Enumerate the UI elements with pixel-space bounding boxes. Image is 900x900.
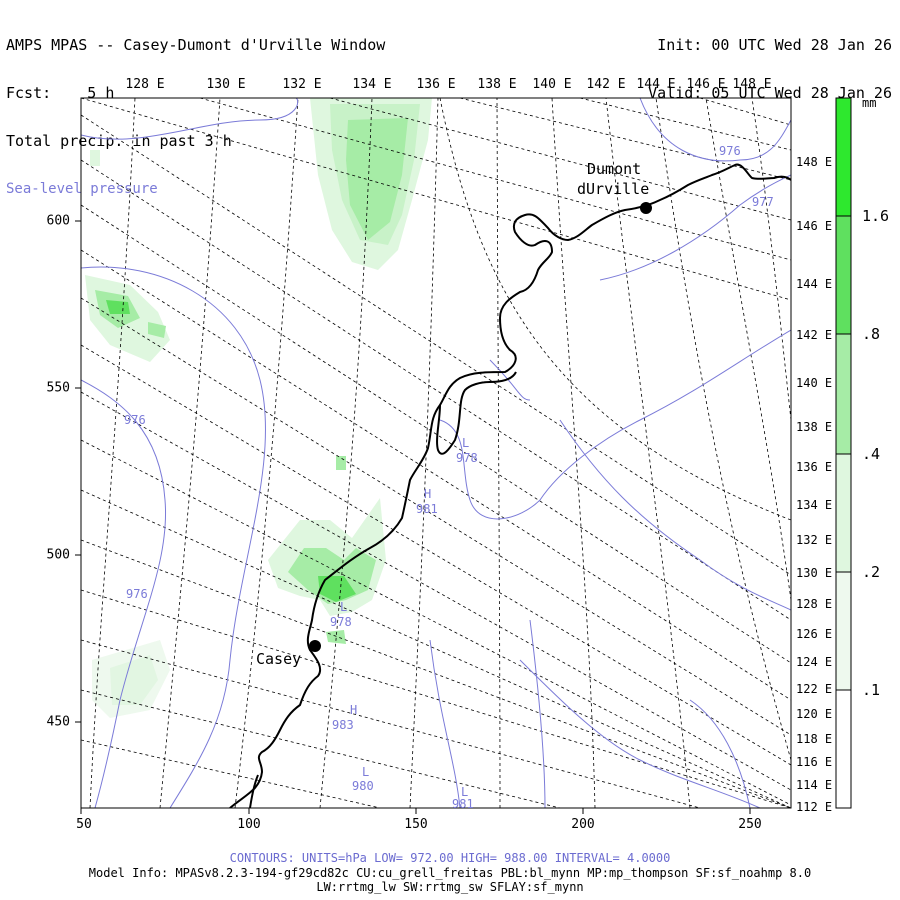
right-lon-label: 116 E bbox=[796, 755, 833, 769]
right-lon-label: 146 E bbox=[796, 219, 833, 233]
x-tick-label: 250 bbox=[738, 817, 762, 832]
init-time: Init: 00 UTC Wed 28 Jan 26 bbox=[657, 36, 892, 54]
x-tick-label: 50 bbox=[76, 817, 92, 832]
right-lon-label: 122 E bbox=[796, 682, 833, 696]
top-lon-label: 130 E bbox=[206, 77, 246, 92]
station-dot-casey bbox=[309, 640, 321, 652]
colorbar: mm bbox=[835, 96, 876, 809]
pressure-center-high: H bbox=[350, 703, 357, 717]
isobar-label: 976 bbox=[719, 144, 741, 158]
pressure-center-value: 981 bbox=[416, 502, 438, 516]
colorbar-label: .2 bbox=[862, 563, 881, 581]
top-lon-label: 128 E bbox=[125, 77, 165, 92]
contours-info: CONTOURS: UNITS=hPa LOW= 972.00 HIGH= 98… bbox=[229, 851, 671, 865]
top-lon-label: 148 E bbox=[732, 77, 772, 92]
header-left: AMPS MPAS -- Casey-Dumont d'Urville Wind… bbox=[6, 5, 385, 213]
right-lon-label: 112 E bbox=[796, 800, 833, 814]
station-dot-dumont-durville bbox=[640, 202, 652, 214]
x-tick-label: 200 bbox=[571, 817, 595, 832]
pressure-center-low: L bbox=[340, 600, 347, 614]
colorbar-label: 1.6 bbox=[862, 207, 890, 225]
right-lon-label: 128 E bbox=[796, 597, 833, 611]
right-lon-label: 148 E bbox=[796, 155, 833, 169]
right-lon-label: 114 E bbox=[796, 778, 833, 792]
forecast-hour: Fcst: 5 h bbox=[6, 85, 385, 101]
x-tick-label: 100 bbox=[237, 817, 261, 832]
map-title: AMPS MPAS -- Casey-Dumont d'Urville Wind… bbox=[6, 36, 386, 54]
pressure-center-low: L bbox=[362, 765, 369, 779]
right-lon-label: 130 E bbox=[796, 566, 833, 580]
right-lon-label: 124 E bbox=[796, 655, 833, 669]
fcst-label: Fcst: bbox=[6, 84, 52, 102]
model-info: Model Info: MPASv8.2.3-194-gf29cd82c CU:… bbox=[88, 866, 812, 880]
right-lon-label: 126 E bbox=[796, 627, 833, 641]
top-lon-label: 140 E bbox=[532, 77, 572, 92]
y-tick-label: 450 bbox=[46, 714, 70, 730]
right-lon-label: 144 E bbox=[796, 277, 833, 291]
colorbar-label: .1 bbox=[862, 681, 881, 699]
y-tick-label: 500 bbox=[46, 547, 70, 563]
pressure-center-value: 983 bbox=[332, 718, 354, 732]
precip-shading bbox=[85, 98, 432, 718]
right-lon-label: 120 E bbox=[796, 707, 833, 721]
pressure-labels: 976 977 976 976 978 981 978 983 980 981 … bbox=[124, 144, 774, 811]
y-tick-label: 600 bbox=[46, 213, 70, 229]
top-lon-label: 136 E bbox=[416, 77, 456, 92]
colorbar-units: mm bbox=[862, 96, 876, 110]
colorbar-label: .8 bbox=[862, 325, 881, 343]
x-tick-label: 150 bbox=[404, 817, 428, 832]
right-lon-label: 142 E bbox=[796, 328, 833, 342]
right-lon-label: 138 E bbox=[796, 420, 833, 434]
field-sea-level-pressure: Sea-level pressure bbox=[6, 181, 158, 197]
pressure-center-value: 978 bbox=[330, 615, 352, 629]
isobar-label: 976 bbox=[126, 587, 148, 601]
isobar-label: 977 bbox=[752, 195, 774, 209]
model-info-physics: LW:rrtmg_lw SW:rrtmg_sw SFLAY:sf_mynn bbox=[316, 880, 584, 894]
top-lon-label: 142 E bbox=[586, 77, 626, 92]
pressure-center-low: L bbox=[462, 436, 469, 450]
top-lon-label: 132 E bbox=[282, 77, 322, 92]
station-name-dumont: Dumont bbox=[587, 160, 641, 178]
axis-ticks bbox=[75, 220, 751, 814]
right-lon-label: 134 E bbox=[796, 498, 833, 512]
isobar-label: 976 bbox=[124, 413, 146, 427]
pressure-center-value: 981 bbox=[452, 797, 474, 811]
station-name-casey: Casey bbox=[256, 650, 301, 668]
pressure-center-value: 978 bbox=[456, 451, 478, 465]
top-lon-label: 146 E bbox=[686, 77, 726, 92]
valid-time: Valid: 05 UTC Wed 28 Jan 26 bbox=[648, 84, 892, 102]
top-lon-label: 144 E bbox=[636, 77, 676, 92]
station-name-durville: dUrville bbox=[577, 180, 649, 198]
colorbar-label: .4 bbox=[862, 445, 881, 463]
fcst-value: 5 h bbox=[87, 84, 115, 102]
right-lon-label: 118 E bbox=[796, 732, 833, 746]
graticule bbox=[81, 98, 791, 808]
right-lon-label: 140 E bbox=[796, 376, 833, 390]
top-lon-label: 138 E bbox=[477, 77, 517, 92]
coastline bbox=[229, 163, 791, 808]
right-lon-label: 132 E bbox=[796, 533, 833, 547]
isobars bbox=[81, 98, 791, 808]
map-frame bbox=[80, 97, 792, 809]
header-right: Init: 00 UTC Wed 28 Jan 26 Valid: 05 UTC… bbox=[648, 5, 892, 117]
y-tick-label: 550 bbox=[46, 380, 70, 396]
pressure-center-value: 980 bbox=[352, 779, 374, 793]
map-plot-area bbox=[81, 98, 791, 808]
top-lon-label: 134 E bbox=[352, 77, 392, 92]
pressure-center-high: H bbox=[424, 487, 431, 501]
pressure-center-low: L bbox=[461, 785, 468, 799]
right-lon-label: 136 E bbox=[796, 460, 833, 474]
